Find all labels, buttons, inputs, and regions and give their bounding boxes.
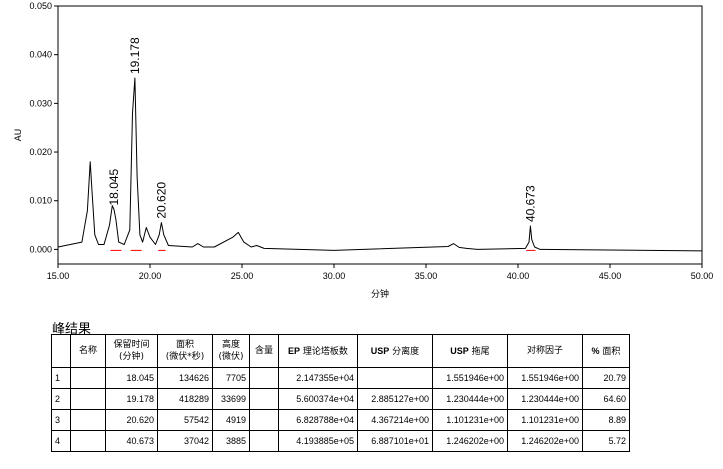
cell-index: 3 bbox=[51, 409, 71, 431]
cell-symmetry: 1.230444e+00 bbox=[507, 388, 583, 410]
cell-amount bbox=[249, 409, 279, 431]
table-row: 2 19.178 418289 33699 5.600374e+04 2.885… bbox=[51, 388, 630, 410]
col-symmetry-header: 对称因子 bbox=[507, 334, 583, 368]
cell-usp-tail: 1.230444e+00 bbox=[432, 388, 508, 410]
cell-amount bbox=[249, 430, 279, 452]
x-tick-label: 45.00 bbox=[599, 271, 622, 281]
cell-index: 4 bbox=[51, 430, 71, 452]
cell-index: 1 bbox=[51, 367, 71, 389]
cell-ep-plates: 4.193885e+05 bbox=[278, 430, 358, 452]
usp-res-prefix: USP bbox=[370, 345, 390, 356]
plot-frame bbox=[57, 5, 703, 265]
cell-pct-area: 5.72 bbox=[582, 430, 630, 452]
cell-area: 418289 bbox=[157, 388, 213, 410]
cell-area: 37042 bbox=[157, 430, 213, 452]
pct-label: 面积 bbox=[599, 346, 621, 357]
peak-label: 40.673 bbox=[523, 185, 537, 222]
cell-pct-area: 20.79 bbox=[582, 367, 630, 389]
cell-symmetry: 1.551946e+00 bbox=[507, 367, 583, 389]
cell-amount bbox=[249, 388, 279, 410]
y-tick-label: 0.000 bbox=[29, 244, 52, 254]
col-usp-tail-header: USP 拖尾 bbox=[432, 334, 508, 368]
cell-ep-plates: 2.147355e+04 bbox=[278, 367, 358, 389]
col-ep-plates-header: EP 理论塔板数 bbox=[278, 334, 358, 368]
peak-results-table: 名称 保留时间 (分钟) 面积 (微伏*秒) 高度 (微伏) 含量 EP 理论塔… bbox=[51, 334, 630, 452]
peak-label: 19.178 bbox=[128, 37, 142, 74]
cell-area: 57542 bbox=[157, 409, 213, 431]
cell-usp-tail: 1.551946e+00 bbox=[432, 367, 508, 389]
col-name-header: 名称 bbox=[70, 334, 106, 368]
col-height-header: 高度 (微伏) bbox=[212, 334, 250, 368]
cell-usp-tail: 1.246202e+00 bbox=[432, 430, 508, 452]
cell-ep-plates: 6.828788e+04 bbox=[278, 409, 358, 431]
x-tick-label: 40.00 bbox=[507, 271, 530, 281]
cell-area: 134626 bbox=[157, 367, 213, 389]
table-header-row: 名称 保留时间 (分钟) 面积 (微伏*秒) 高度 (微伏) 含量 EP 理论塔… bbox=[51, 334, 630, 368]
cell-usp-res: 4.367214e+00 bbox=[357, 409, 433, 431]
y-tick-label: 0.030 bbox=[29, 98, 52, 108]
cell-usp-res: 2.885127e+00 bbox=[357, 388, 433, 410]
cell-height: 3885 bbox=[212, 430, 250, 452]
cell-rt: 40.673 bbox=[105, 430, 158, 452]
col-area-header: 面积 (微伏*秒) bbox=[157, 334, 213, 368]
peak-label: 18.045 bbox=[107, 168, 121, 205]
peak-label: 20.620 bbox=[154, 182, 168, 219]
pct-prefix: % bbox=[591, 345, 600, 356]
cell-usp-tail: 1.101231e+00 bbox=[432, 409, 508, 431]
col-area-header-text: 面积 (微伏*秒) bbox=[165, 340, 205, 362]
usp-tail-label: 拖尾 bbox=[468, 346, 490, 357]
table-row: 1 18.045 134626 7705 2.147355e+04 1.5519… bbox=[51, 367, 630, 389]
col-pct-area-header: % 面积 bbox=[582, 334, 630, 368]
chromatogram-trace bbox=[57, 77, 703, 252]
y-tick-label: 0.020 bbox=[29, 147, 52, 157]
col-height-header-text: 高度 (微伏) bbox=[218, 340, 244, 362]
table-row: 3 20.620 57542 4919 6.828788e+04 4.36721… bbox=[51, 409, 630, 431]
peak-labels: 18.045 19.178 20.620 40.673 bbox=[107, 37, 537, 222]
usp-tail-prefix: USP bbox=[450, 345, 469, 356]
x-tick-label: 15.00 bbox=[47, 271, 70, 281]
col-usp-res-header: USP 分离度 bbox=[357, 334, 433, 368]
x-tick-label: 35.00 bbox=[415, 271, 438, 281]
chromatogram-chart: 0.000 0.010 0.020 0.030 0.040 0.050 15.00 20.00… bbox=[14, 1, 713, 300]
ep-prefix: EP bbox=[288, 345, 301, 356]
col-rt-header-text: 保留时间 (分钟) bbox=[113, 340, 150, 362]
cell-index: 2 bbox=[51, 388, 71, 410]
y-tick-label: 0.010 bbox=[29, 196, 52, 206]
cell-height: 33699 bbox=[212, 388, 250, 410]
ep-label: 理论塔板数 bbox=[300, 346, 348, 357]
y-tick-label: 0.040 bbox=[29, 50, 52, 60]
cell-height: 7705 bbox=[212, 367, 250, 389]
cell-usp-res bbox=[357, 367, 433, 389]
cell-name bbox=[70, 409, 106, 431]
x-tick-label: 30.00 bbox=[323, 271, 346, 281]
cell-symmetry: 1.101231e+00 bbox=[507, 409, 583, 431]
cell-rt: 20.620 bbox=[105, 409, 158, 431]
col-amount-header: 含量 bbox=[249, 334, 279, 368]
cell-rt: 19.178 bbox=[105, 388, 158, 410]
cell-amount bbox=[249, 367, 279, 389]
cell-height: 4919 bbox=[212, 409, 250, 431]
x-tick-label: 20.00 bbox=[139, 271, 162, 281]
x-axis-label: 分钟 bbox=[371, 288, 389, 300]
cell-name bbox=[70, 430, 106, 452]
col-rt-header: 保留时间 (分钟) bbox=[105, 334, 158, 368]
trace-group bbox=[57, 77, 703, 252]
cell-symmetry: 1.246202e+00 bbox=[507, 430, 583, 452]
cell-pct-area: 8.89 bbox=[582, 409, 630, 431]
cell-name bbox=[70, 388, 106, 410]
results-title: 峰结果 bbox=[52, 322, 92, 337]
axis-ticks: 0.000 0.010 0.020 0.030 0.040 0.050 15.00 20.00… bbox=[29, 1, 713, 281]
cell-name bbox=[70, 367, 106, 389]
cell-rt: 18.045 bbox=[105, 367, 158, 389]
usp-res-label: 分离度 bbox=[389, 346, 420, 357]
col-index-header bbox=[51, 334, 71, 368]
cell-usp-res: 6.887101e+01 bbox=[357, 430, 433, 452]
table-row: 4 40.673 37042 3885 4.193885e+05 6.88710… bbox=[51, 430, 630, 452]
x-tick-label: 25.00 bbox=[231, 271, 254, 281]
cell-ep-plates: 5.600374e+04 bbox=[278, 388, 358, 410]
y-tick-label: 0.050 bbox=[29, 1, 52, 11]
y-axis-label: AU bbox=[14, 129, 24, 142]
x-tick-label: 50.00 bbox=[691, 271, 714, 281]
cell-pct-area: 64.60 bbox=[582, 388, 630, 410]
